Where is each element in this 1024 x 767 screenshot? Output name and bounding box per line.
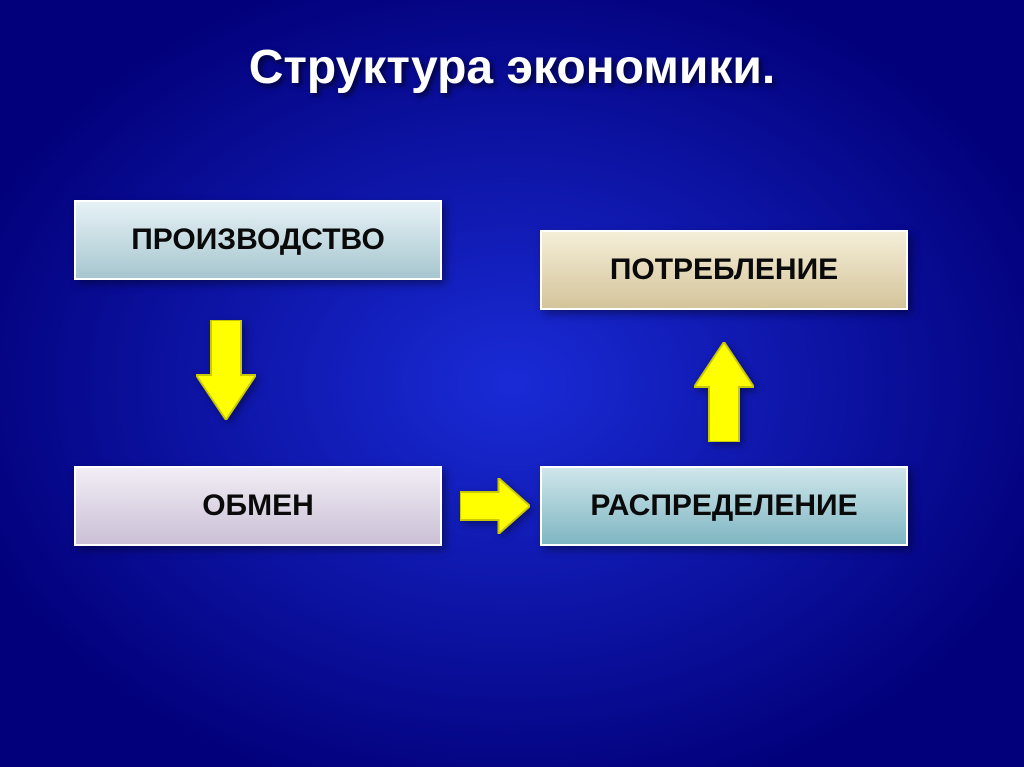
page-title: Структура экономики. [0,40,1024,95]
box-exchange: ОБМЕН [74,466,442,546]
box-consumption: ПОТРЕБЛЕНИЕ [540,230,908,310]
box-production: ПРОИЗВОДСТВО [74,200,442,280]
box-consumption-label: ПОТРЕБЛЕНИЕ [610,253,838,287]
arrow-right-icon [460,478,530,534]
box-production-label: ПРОИЗВОДСТВО [131,223,385,257]
slide: Структура экономики. ПРОИЗВОДСТВО ПОТРЕБ… [0,0,1024,767]
box-exchange-label: ОБМЕН [202,489,314,523]
arrow-up-icon [694,342,754,442]
box-distribution-label: РАСПРЕДЕЛЕНИЕ [590,489,857,523]
arrow-down-icon [196,320,256,420]
box-distribution: РАСПРЕДЕЛЕНИЕ [540,466,908,546]
